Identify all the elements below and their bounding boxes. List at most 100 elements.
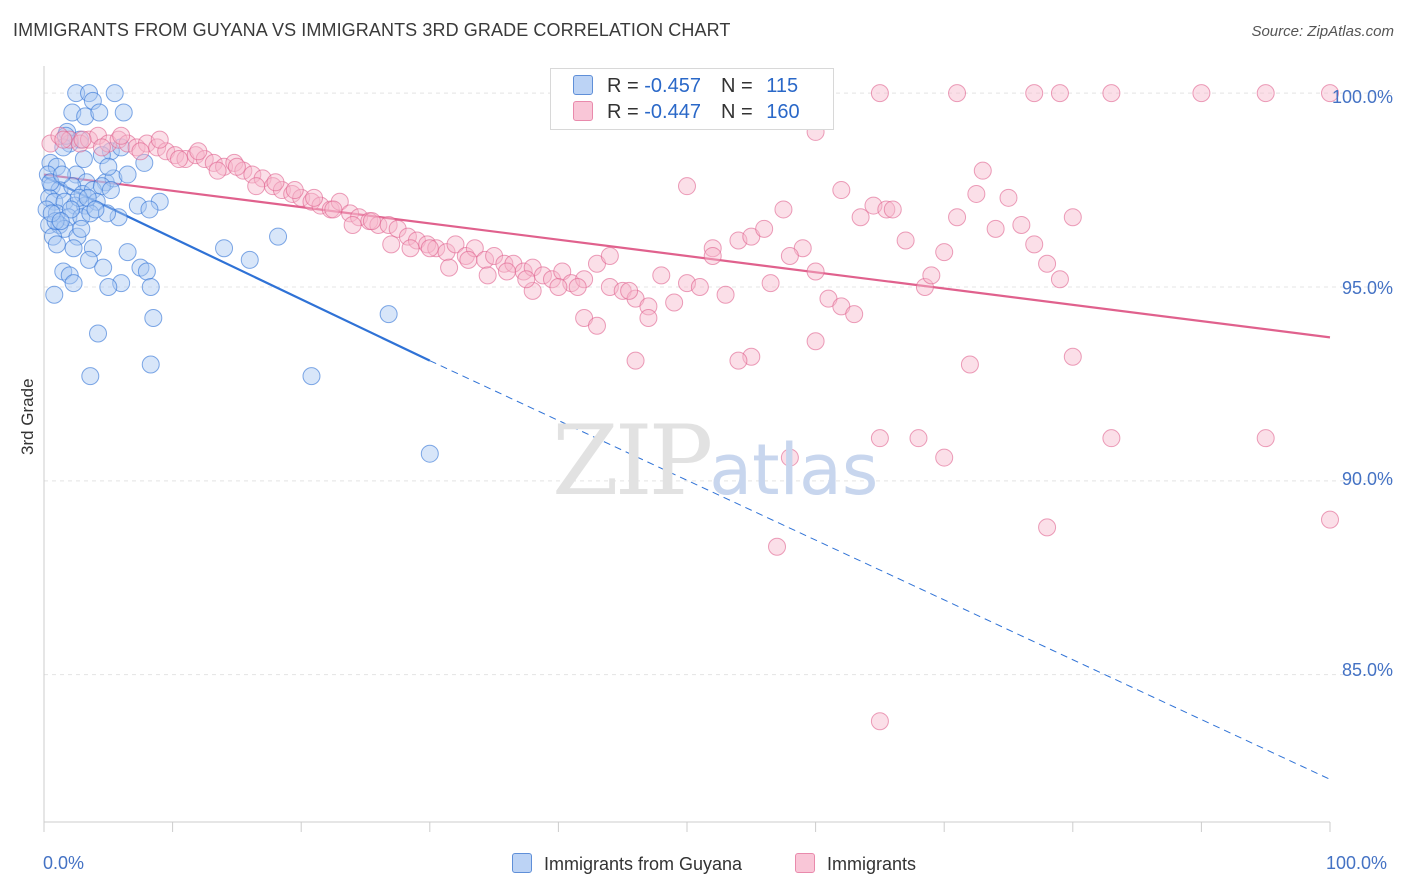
data-point — [523, 258, 542, 277]
data-point — [626, 351, 645, 370]
data-point — [51, 212, 70, 231]
data-point — [379, 215, 398, 234]
data-point — [83, 239, 102, 258]
data-point — [99, 277, 118, 296]
data-point — [523, 281, 542, 300]
data-point — [986, 219, 1005, 238]
data-point — [101, 181, 120, 200]
data-point — [98, 204, 117, 223]
data-point — [63, 177, 82, 196]
data-point — [67, 84, 86, 103]
data-point — [305, 188, 324, 207]
data-point — [533, 266, 552, 285]
data-point — [73, 130, 92, 149]
trend-line-extension — [429, 360, 1331, 780]
data-point — [1038, 518, 1057, 537]
data-point — [128, 196, 147, 215]
data-point — [64, 239, 83, 258]
data-point — [1038, 254, 1057, 273]
data-point — [1256, 84, 1275, 103]
data-point — [92, 138, 111, 157]
data-point — [86, 200, 105, 219]
data-point — [109, 208, 128, 227]
data-point — [851, 208, 870, 227]
data-point — [437, 243, 456, 262]
data-point — [64, 274, 83, 293]
data-point — [973, 161, 992, 180]
data-point — [1012, 215, 1031, 234]
data-point — [94, 258, 113, 277]
legend-swatch-blue — [573, 75, 593, 95]
data-point — [1050, 84, 1069, 103]
data-point — [141, 277, 160, 296]
watermark-atlas: atlas — [709, 429, 879, 511]
data-point — [1321, 510, 1339, 529]
data-point — [1050, 270, 1069, 289]
series-points — [41, 84, 1339, 731]
watermark-zip: ZIP — [552, 405, 713, 517]
data-point — [382, 235, 401, 254]
data-point — [114, 103, 133, 122]
data-point — [87, 192, 106, 211]
data-point — [478, 266, 497, 285]
legend-item-immigrants[interactable]: Immigrants — [795, 853, 916, 875]
data-point — [909, 429, 928, 448]
data-point — [80, 250, 99, 269]
axes — [43, 66, 1331, 832]
data-point — [141, 355, 160, 374]
data-point — [703, 246, 722, 265]
data-point — [362, 212, 381, 231]
data-point — [845, 305, 864, 324]
data-point — [266, 173, 285, 192]
data-point — [302, 367, 321, 386]
data-point — [118, 243, 137, 262]
y-tick-label: 95.0% — [1341, 278, 1393, 298]
data-point — [459, 250, 478, 269]
data-point — [341, 204, 360, 223]
data-point — [806, 262, 825, 281]
x-tick-label: 0.0% — [43, 853, 85, 873]
data-point — [832, 181, 851, 200]
data-point — [729, 351, 748, 370]
data-point — [446, 235, 465, 254]
data-point — [269, 227, 288, 246]
data-point — [922, 266, 941, 285]
data-point — [420, 444, 439, 463]
data-point — [600, 246, 619, 265]
data-point — [74, 150, 93, 169]
data-point — [47, 235, 66, 254]
data-point — [60, 130, 79, 149]
data-point — [90, 103, 109, 122]
data-point — [870, 712, 889, 731]
data-point — [150, 192, 169, 211]
data-point — [1102, 84, 1121, 103]
data-point — [67, 165, 86, 184]
data-point — [1192, 84, 1211, 103]
y-tick-label: 100.0% — [1331, 87, 1393, 107]
data-point — [915, 277, 934, 296]
data-point — [568, 277, 587, 296]
data-point — [703, 239, 722, 258]
data-point — [227, 157, 246, 176]
data-point — [76, 107, 95, 126]
data-point — [89, 324, 108, 343]
data-point — [1025, 84, 1044, 103]
data-point — [215, 239, 234, 258]
y-axis-label: 3rd Grade — [18, 378, 37, 455]
data-point — [401, 239, 420, 258]
data-point — [170, 150, 189, 169]
data-point — [144, 309, 163, 327]
legend-item-guyana[interactable]: Immigrants from Guyana — [512, 853, 742, 875]
data-point — [780, 246, 799, 265]
data-point — [89, 126, 108, 145]
data-point — [440, 258, 459, 277]
data-point — [140, 200, 159, 219]
data-point — [420, 239, 439, 258]
data-point — [465, 239, 484, 258]
data-point — [45, 285, 64, 304]
data-point — [379, 305, 398, 324]
data-point — [896, 231, 915, 250]
data-point — [243, 165, 262, 184]
data-point — [761, 274, 780, 293]
data-point — [53, 165, 72, 184]
